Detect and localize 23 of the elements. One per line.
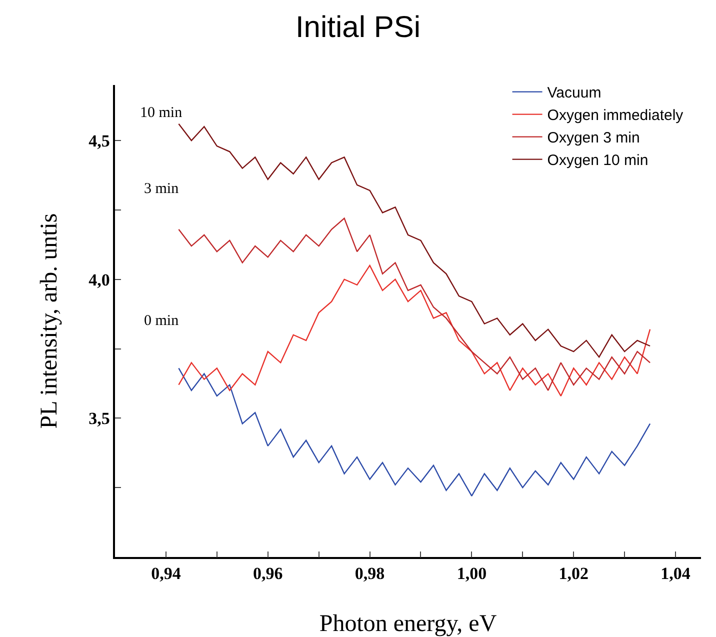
legend-label: Oxygen 10 min [547,152,648,170]
x-tick-label: 0,98 [354,564,385,584]
legend-label: Oxygen 3 min [547,130,640,147]
annotation: 0 min [144,313,180,329]
line-series [178,368,651,497]
line-series [178,123,651,358]
x-tick-label: 1,04 [660,564,691,584]
x-tick-label: 1,02 [558,564,588,584]
x-tick-label: 0,94 [151,564,182,584]
legend-label: Vacuum [547,84,602,102]
y-tick-label: 4,5 [88,131,110,150]
y-tick-label: 3,5 [88,409,110,428]
line-series [178,264,651,397]
y-tick-label: 4,0 [88,270,110,290]
x-tick-label: 1,00 [456,564,487,584]
annotation: 10 min [140,105,183,121]
x-tick-label: 0,96 [252,564,283,584]
annotation: 3 min [144,181,180,197]
chart-title: Initial PSi [295,10,421,44]
line-series [178,218,651,392]
y-axis-title: PL intensity, arb. untis [36,213,62,429]
legend-label: Oxygen immediately [547,107,684,124]
x-axis-title: Photon energy, eV [319,611,498,637]
